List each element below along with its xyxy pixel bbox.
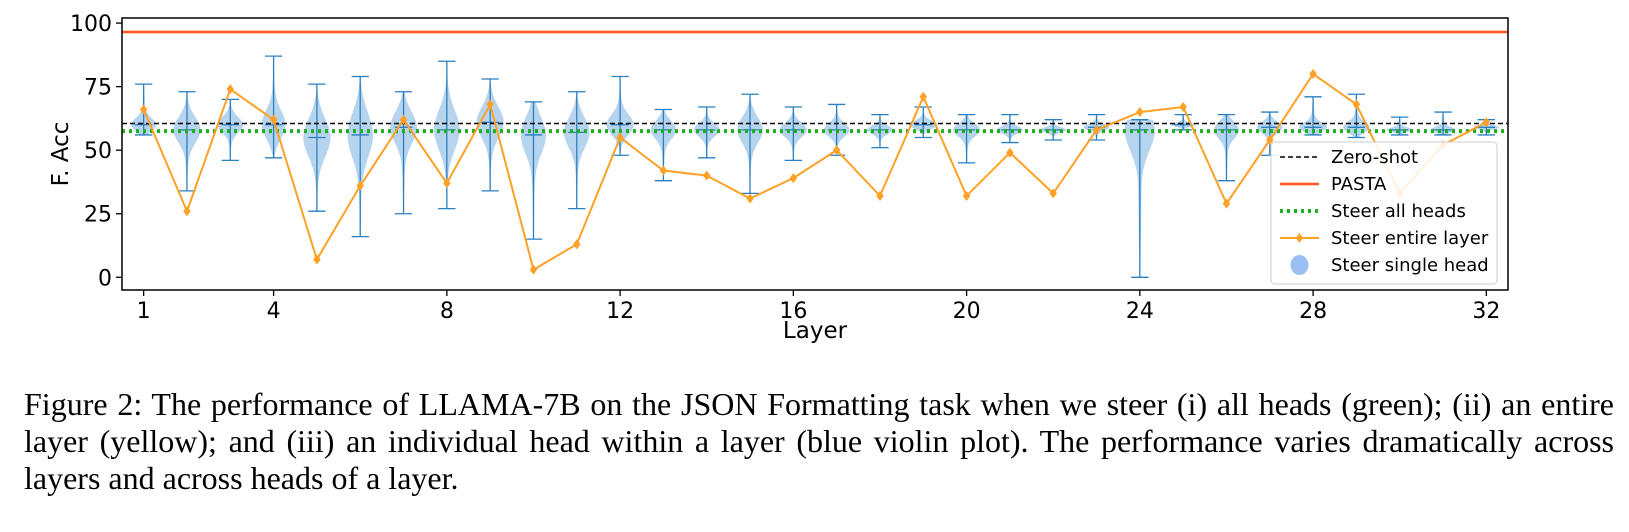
x-tick-label: 1 (137, 299, 151, 324)
layer-point (789, 173, 798, 184)
x-tick-label: 20 (953, 299, 981, 324)
layer-point (1482, 117, 1491, 128)
layer-point (1352, 99, 1361, 110)
x-tick-label: 4 (267, 299, 281, 324)
layer-point (1136, 107, 1144, 118)
layer-point (1092, 124, 1101, 135)
legend-label: PASTA (1331, 174, 1387, 195)
x-tick-label: 32 (1472, 299, 1500, 324)
layer-point (529, 264, 538, 275)
layer-point (1309, 68, 1317, 79)
x-tick-label: 16 (779, 299, 807, 324)
layer-point (356, 180, 364, 191)
layer-point (226, 84, 235, 95)
legend-marker (1295, 233, 1304, 243)
y-tick-label: 25 (84, 203, 112, 228)
y-axis-title: F. Acc (48, 122, 74, 187)
y-tick-label: 100 (70, 12, 112, 37)
layer-point (1179, 101, 1187, 112)
y-tick-label: 75 (84, 76, 112, 101)
layer-point (399, 114, 408, 125)
layer-point (832, 145, 841, 156)
violin-group (131, 55, 1500, 278)
plot-frame (121, 17, 1509, 291)
figure-caption: Figure 2: The performance of LLAMA-7B on… (24, 386, 1614, 496)
layer-point (183, 206, 191, 217)
y-axis: 0 25 50 75 100 (70, 12, 122, 291)
x-tick-label: 28 (1299, 299, 1327, 324)
steer-entire-layer-line (142, 72, 1487, 272)
layer-point (659, 165, 668, 176)
y-tick-label: 50 (84, 139, 112, 164)
x-axis: 1 4 8 12 16 20 24 28 32 (137, 290, 1500, 324)
layer-point (1266, 135, 1274, 146)
layer-point (573, 239, 581, 250)
x-tick-label: 24 (1126, 299, 1154, 324)
layer-point (962, 190, 971, 201)
layer-point (1049, 188, 1057, 199)
x-axis-title: Layer (783, 318, 848, 344)
layer-point (616, 132, 624, 143)
layer-point (313, 254, 321, 265)
layer-point (876, 190, 884, 201)
layer-point (486, 99, 494, 110)
legend-violin-swatch (1290, 255, 1309, 275)
legend: Zero-shot PASTA Steer all heads Steer entir… (1270, 141, 1498, 285)
reference-lines (122, 30, 1508, 134)
legend-label: Steer all heads (1331, 201, 1466, 222)
layer-point (702, 170, 711, 181)
legend-label: Zero-shot (1331, 147, 1418, 168)
layer-point (919, 91, 928, 102)
x-tick-label: 8 (440, 299, 454, 324)
legend-label: Steer single head (1331, 255, 1489, 276)
legend-box (1270, 141, 1498, 285)
layer-point (139, 104, 148, 115)
x-tick-label: 12 (606, 299, 634, 324)
layer-point (1006, 147, 1014, 158)
layer-point (1222, 198, 1231, 209)
layer-point (443, 178, 451, 189)
layer-point (269, 114, 278, 125)
y-tick-label: 0 (98, 266, 112, 291)
legend-label: Steer entire layer (1331, 228, 1489, 249)
layer-point (746, 193, 754, 204)
